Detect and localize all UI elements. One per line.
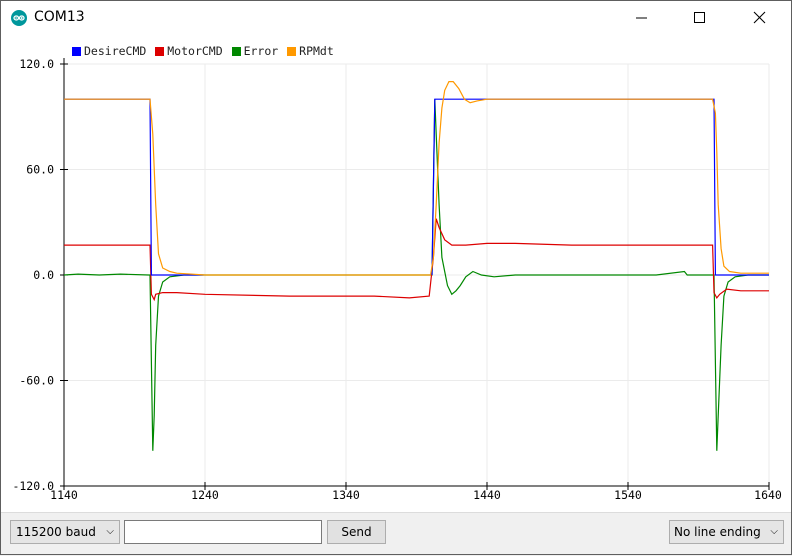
x-tick-label: 1240 <box>191 488 219 502</box>
serial-plotter-chart: 1140 1240 1340 1440 1540 1640 120.0 60.0 0.0 -60.… <box>12 57 782 502</box>
baud-rate-value: 115200 baud <box>16 525 96 539</box>
arduino-icon <box>11 10 27 26</box>
x-tick-label: 1340 <box>332 488 360 502</box>
y-tick-label: 0.0 <box>33 268 54 282</box>
legend-item: MotorCMD <box>155 44 223 58</box>
y-tick-label: -60.0 <box>19 374 54 388</box>
close-button[interactable] <box>730 0 788 36</box>
line-ending-value: No line ending <box>674 525 761 539</box>
minimize-button[interactable] <box>612 0 670 36</box>
legend-label: DesireCMD <box>84 44 147 58</box>
legend-swatch <box>155 47 165 56</box>
bottom-toolbar: 115200 baud ⌵ Send No line ending ⌵ <box>0 512 792 556</box>
x-tick-label: 1640 <box>754 488 782 502</box>
series-line-error <box>63 99 769 451</box>
x-tick-label: 1440 <box>473 488 501 502</box>
line-ending-select[interactable]: No line ending ⌵ <box>669 520 784 544</box>
legend-swatch <box>231 47 241 56</box>
x-tick-label: 1540 <box>614 488 642 502</box>
series-line-desirecmd <box>64 98 204 276</box>
series-line-desirecmd <box>431 98 769 276</box>
chart-legend: DesireCMD MotorCMD Error RPMdt <box>72 44 336 58</box>
title-bar: COM13 <box>0 0 792 36</box>
maximize-button[interactable] <box>670 0 728 36</box>
legend-swatch <box>72 47 81 56</box>
legend-label: MotorCMD <box>167 44 223 58</box>
window-title: COM13 <box>34 9 85 25</box>
chevron-down-icon: ⌵ <box>106 526 114 537</box>
send-input[interactable] <box>124 520 322 544</box>
chevron-down-icon: ⌵ <box>770 526 778 537</box>
legend-label: Error <box>243 44 279 58</box>
legend-item: DesireCMD <box>72 44 146 58</box>
y-tick-label: 120.0 <box>19 57 54 71</box>
legend-swatch <box>287 47 297 56</box>
baud-rate-select[interactable]: 115200 baud ⌵ <box>10 520 120 544</box>
legend-item: RPMdt <box>287 44 334 58</box>
y-tick-label: 60.0 <box>26 163 54 177</box>
series-line-rpmdt <box>64 81 769 276</box>
send-button[interactable]: Send <box>327 520 386 544</box>
series-line-motorcmd <box>64 218 769 302</box>
y-tick-label: -120.0 <box>12 479 54 493</box>
legend-label: RPMdt <box>299 44 334 58</box>
x-tick-label: 1140 <box>50 488 78 502</box>
legend-item: Error <box>231 44 279 58</box>
